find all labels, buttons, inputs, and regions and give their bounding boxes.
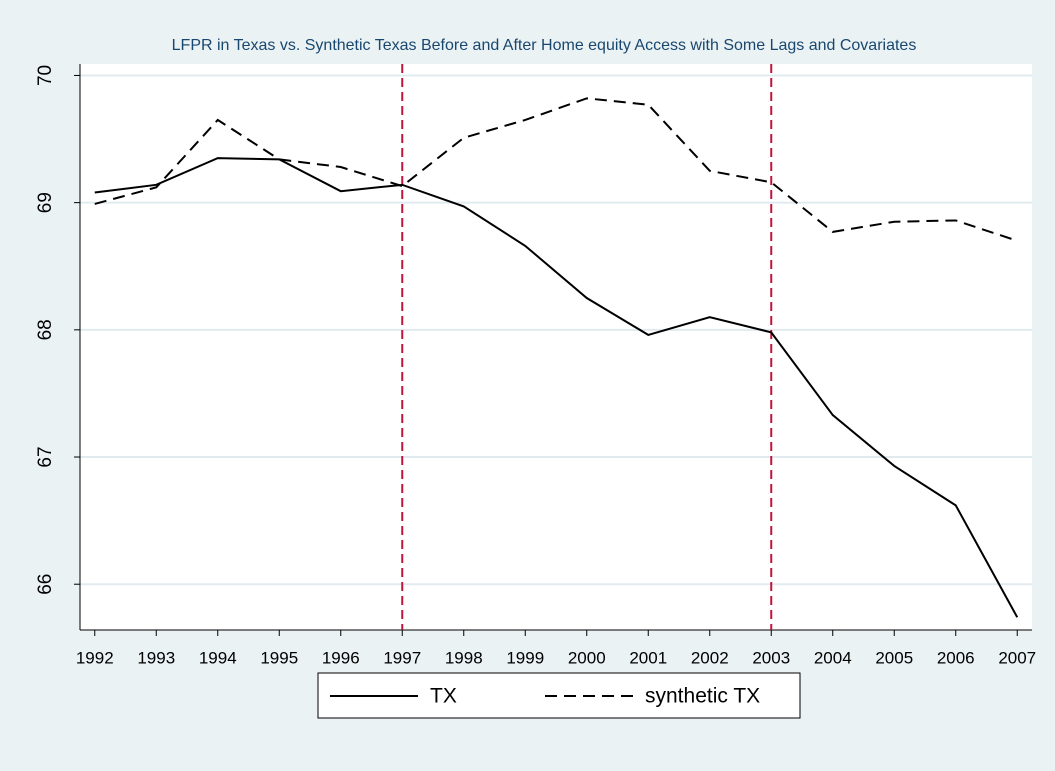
x-tick-label: 2003 <box>752 648 790 667</box>
y-tick-label: 67 <box>35 446 56 467</box>
legend-label: synthetic TX <box>645 685 760 708</box>
series-line <box>94 157 1019 618</box>
series-line <box>94 97 1018 242</box>
x-tick-label: 1996 <box>322 648 360 667</box>
x-tick-label: 1995 <box>260 648 298 667</box>
x-tick-label: 2001 <box>629 648 667 667</box>
x-tick-label: 2000 <box>568 648 606 667</box>
x-tick-label: 2004 <box>814 648 852 667</box>
plot-area <box>80 64 1032 630</box>
x-tick-label: 2007 <box>998 648 1036 667</box>
y-tick-label: 68 <box>35 319 56 340</box>
y-tick-label: 69 <box>35 192 56 213</box>
legend-label: TX <box>430 685 457 708</box>
x-tick-label: 1992 <box>76 648 114 667</box>
x-tick-label: 1994 <box>199 648 237 667</box>
x-tick-label: 1998 <box>445 648 483 667</box>
x-tick-label: 1993 <box>137 648 175 667</box>
x-tick-label: 2006 <box>937 648 975 667</box>
y-tick-label: 66 <box>35 574 56 595</box>
x-tick-label: 1997 <box>383 648 421 667</box>
x-tick-label: 2002 <box>691 648 729 667</box>
chart-title: LFPR in Texas vs. Synthetic Texas Before… <box>172 37 917 54</box>
x-tick-label: 2005 <box>875 648 913 667</box>
x-tick-label: 1999 <box>506 648 544 667</box>
y-tick-label: 70 <box>35 65 56 86</box>
